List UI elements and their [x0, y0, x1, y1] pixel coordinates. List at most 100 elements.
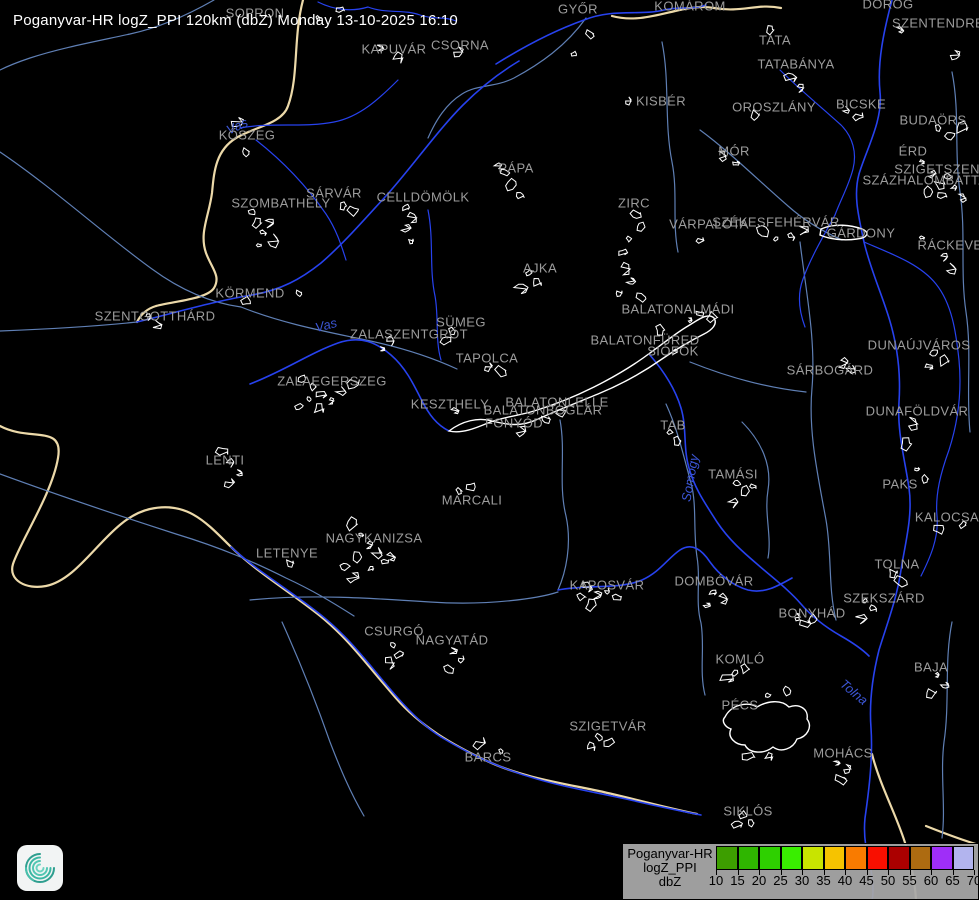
legend-tick-mark: [888, 870, 889, 875]
radar-echo: [855, 613, 868, 625]
radar-echo: [764, 751, 774, 761]
city-label: BALATONFÜRED: [590, 332, 700, 348]
radar-echo: [315, 14, 321, 21]
radar-echo: [515, 191, 525, 200]
radar-echo: [956, 120, 969, 135]
radar-echo: [386, 335, 395, 347]
radar-echo: [385, 551, 397, 562]
city-label: NAGYKANIZSA: [325, 530, 423, 546]
legend-tick-label: 30: [794, 873, 810, 888]
radar-echo: [843, 763, 852, 775]
radar-echo: [586, 741, 596, 751]
legend-color-cell: [759, 846, 781, 870]
city-label: DUNAÚJVÁROS: [867, 337, 971, 353]
radar-echo: [402, 203, 410, 212]
radar-echo: [251, 217, 263, 229]
radar-echo: [750, 109, 760, 121]
radar-echo: [708, 589, 718, 596]
city-label: KÖRMEND: [215, 285, 285, 301]
app-logo: [17, 845, 63, 891]
radar-echo: [695, 310, 705, 317]
radar-echo: [933, 524, 945, 535]
radar-echo: [635, 292, 647, 303]
city-label: SÜMEG: [436, 314, 486, 330]
radar-echo: [346, 205, 360, 218]
radar-echo: [240, 296, 251, 306]
radar-echo: [923, 185, 934, 199]
radar-echo: [718, 592, 729, 605]
radar-echo: [393, 650, 405, 660]
radar-echo: [455, 486, 464, 496]
city-label: RÁCKEVE: [917, 237, 979, 253]
city-label: TAPOLCA: [455, 350, 519, 366]
radar-echo: [346, 516, 358, 532]
city-label: SÁRBOGÁRD: [786, 362, 874, 378]
city-label: ZALASZENTGRÓT: [350, 326, 468, 342]
radar-echo: [844, 364, 856, 374]
radar-echo: [214, 446, 229, 456]
radar-echo: [570, 50, 577, 57]
radar-echo: [666, 428, 674, 435]
radar-echo: [611, 593, 622, 601]
radar-echo: [358, 532, 365, 538]
city-label: VÁRPALOTA: [669, 216, 749, 232]
legend-tick-label: 35: [816, 873, 831, 888]
radar-echo: [625, 235, 633, 243]
city-label: NAGYATÁD: [415, 632, 489, 648]
city-label: KOMLÓ: [715, 651, 765, 667]
radar-echo: [515, 425, 527, 438]
radar-echo: [740, 663, 751, 675]
radar-echo: [582, 581, 594, 593]
radar-echo: [747, 819, 755, 828]
city-label: KOMÁROM: [654, 0, 726, 14]
radar-echo: [949, 184, 958, 191]
radar-echo: [900, 437, 913, 452]
radar-echo: [933, 179, 946, 190]
city-label: BARCS: [464, 749, 512, 765]
city-label: BAJA: [913, 659, 949, 675]
radar-echo: [918, 159, 926, 165]
radar-echo: [832, 760, 841, 766]
radar-echo: [339, 562, 351, 572]
radar-echo: [345, 572, 360, 584]
city-label: ZALAEGERSZEG: [277, 373, 387, 389]
radar-echo: [457, 655, 465, 664]
radar-echo: [505, 177, 517, 192]
radar-echo: [949, 49, 961, 61]
radar-echo: [366, 540, 374, 550]
legend-tick-mark: [716, 870, 717, 875]
radar-echo: [772, 236, 779, 242]
radar-echo: [555, 409, 566, 418]
legend-color-cell: [802, 846, 824, 870]
radar-echo: [406, 211, 418, 224]
radar-echo: [958, 520, 967, 530]
radar-echo: [841, 105, 851, 114]
map-title: Poganyvar-HR logZ_PPI 120km (dbZ) Monday…: [13, 12, 458, 29]
legend-tick-mark: [952, 870, 954, 875]
legend-color-cell: [931, 846, 953, 870]
radar-echo: [957, 193, 968, 203]
radar-echo: [255, 243, 262, 248]
city-label: CELLDÖMÖLK: [376, 189, 470, 205]
city-label: PÁPA: [498, 160, 534, 176]
radar-echo: [309, 382, 318, 392]
city-label: KAPUVÁR: [361, 41, 427, 57]
radar-echo: [717, 150, 728, 163]
radar-echo: [333, 386, 347, 397]
legend-tick-label: 40: [837, 873, 853, 888]
radar-echo: [929, 349, 938, 357]
radar-echo: [730, 820, 744, 829]
radar-echo: [576, 592, 588, 602]
city-label: SZÉKESFEHÉRVÁR: [712, 214, 840, 230]
radar-echo-patches: [145, 6, 969, 829]
lake-shore-outlines: [447, 224, 868, 753]
city-label: KALOCSA: [914, 509, 979, 525]
radar-echo: [223, 478, 236, 489]
radar-echo: [740, 484, 750, 497]
radar-echo: [796, 83, 805, 93]
radar-echo: [705, 310, 719, 324]
radar-echo: [618, 248, 629, 256]
radar-echo: [327, 396, 335, 405]
radar-echo: [808, 613, 818, 625]
